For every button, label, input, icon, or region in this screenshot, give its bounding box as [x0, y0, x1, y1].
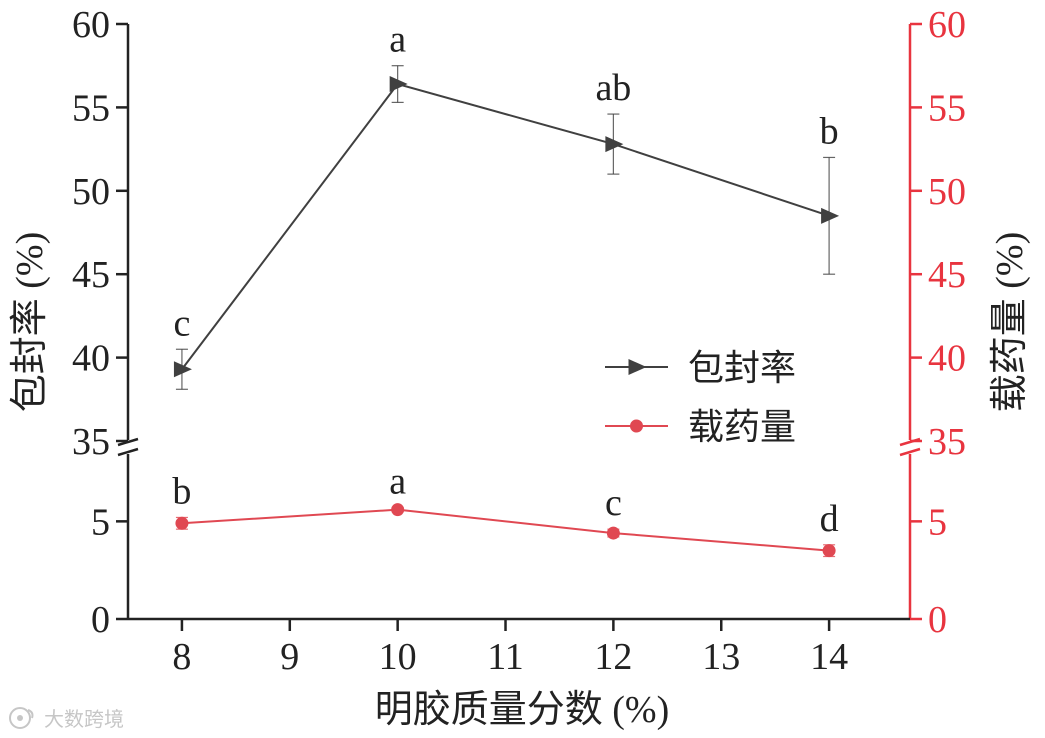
data-point	[822, 544, 836, 558]
left-y-tick-label: 45	[72, 254, 110, 296]
axes: 35 40 45 50 55 60 0 5 35 40 45 50 55 60 0 5 8 9 10 11 12 13 14	[72, 4, 966, 678]
significance-label: c	[173, 302, 190, 344]
weibo-like-logo-icon	[9, 707, 34, 729]
data-point	[175, 516, 189, 530]
watermark: 大数跨境	[9, 707, 124, 731]
x-tick-label: 13	[702, 636, 740, 678]
significance-label: ab	[595, 67, 631, 109]
x-tick-label: 8	[172, 636, 191, 678]
right-y-tick-label: 40	[928, 338, 966, 380]
left-y-tick-label: 5	[91, 501, 110, 543]
legend-label: 载药量	[688, 407, 796, 447]
axis-break-mark	[117, 447, 139, 457]
series-layer: c a ab b b a c d	[172, 19, 840, 558]
data-point	[391, 503, 405, 517]
series-2: b ac d	[172, 461, 839, 558]
left-y-tick-label: 50	[72, 171, 110, 213]
legend-label: 包封率	[688, 348, 796, 388]
right-y-tick-label: 55	[928, 87, 966, 129]
left-y-tick-label: 55	[72, 87, 110, 129]
legend-marker	[630, 419, 643, 433]
right-y-tick-label: 50	[928, 171, 966, 213]
significance-label: a	[389, 19, 406, 61]
right-axis-title: 载药量 (%)	[989, 232, 1031, 412]
right-y-tick-label: 60	[928, 4, 966, 46]
left-y-tick-label: 35	[72, 421, 110, 463]
data-point	[605, 136, 624, 153]
right-y-tick-label: 5	[928, 501, 947, 543]
left-y-tick-label: 0	[91, 599, 110, 641]
x-axis-title: 明胶质量分数 (%)	[375, 689, 669, 731]
x-tick-label: 14	[810, 636, 848, 678]
data-point	[389, 76, 408, 93]
significance-label: a	[389, 461, 406, 503]
legend-marker	[628, 359, 647, 375]
x-tick-label: 10	[379, 636, 417, 678]
data-point	[821, 207, 840, 224]
watermark-text: 大数跨境	[44, 707, 124, 731]
series-line	[181, 82, 830, 370]
data-point	[606, 526, 620, 540]
x-tick-label: 9	[280, 636, 299, 678]
x-tick-label: 11	[487, 636, 524, 678]
series-1: c a ab b	[173, 19, 840, 390]
axis-break-mark	[899, 447, 921, 457]
left-y-tick-label: 40	[72, 338, 110, 380]
series-line	[181, 508, 830, 552]
legend-item: 包封率	[605, 348, 796, 388]
right-y-tick-label: 45	[928, 254, 966, 296]
significance-label: b	[172, 470, 191, 512]
right-y-tick-label: 35	[928, 421, 966, 463]
x-tick-label: 12	[594, 636, 632, 678]
legend-item: 载药量	[605, 407, 796, 447]
significance-label: b	[820, 110, 839, 152]
left-y-tick-label: 60	[72, 4, 110, 46]
significance-label: c	[605, 482, 622, 524]
data-point	[173, 361, 192, 378]
right-y-tick-label: 0	[928, 599, 947, 641]
significance-label: d	[820, 498, 839, 540]
left-axis-title: 包封率 (%)	[9, 232, 51, 412]
